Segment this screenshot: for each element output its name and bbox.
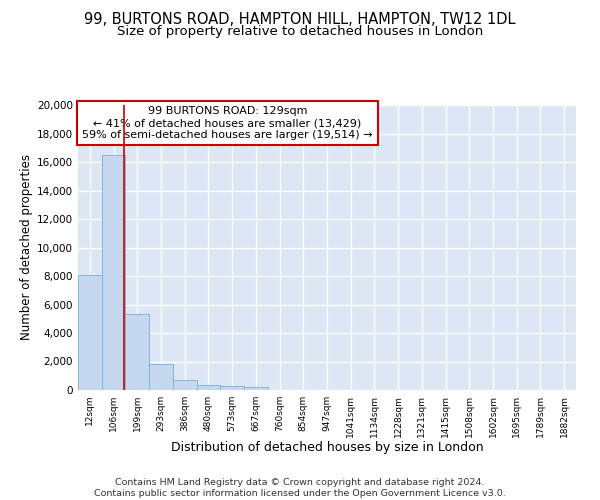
X-axis label: Distribution of detached houses by size in London: Distribution of detached houses by size … — [170, 441, 484, 454]
Text: Contains HM Land Registry data © Crown copyright and database right 2024.
Contai: Contains HM Land Registry data © Crown c… — [94, 478, 506, 498]
Bar — [78, 274, 102, 390]
Text: Size of property relative to detached houses in London: Size of property relative to detached ho… — [117, 25, 483, 38]
Bar — [220, 386, 244, 390]
Text: 99, BURTONS ROAD, HAMPTON HILL, HAMPTON, TW12 1DL: 99, BURTONS ROAD, HAMPTON HILL, HAMPTON,… — [84, 12, 516, 28]
Text: 99 BURTONS ROAD: 129sqm
← 41% of detached houses are smaller (13,429)
59% of sem: 99 BURTONS ROAD: 129sqm ← 41% of detache… — [82, 106, 373, 140]
Bar — [149, 364, 173, 390]
Y-axis label: Number of detached properties: Number of detached properties — [20, 154, 33, 340]
Bar — [125, 314, 149, 390]
Bar — [244, 387, 268, 390]
Bar — [173, 380, 197, 390]
Bar — [102, 155, 125, 390]
Bar — [197, 384, 220, 390]
